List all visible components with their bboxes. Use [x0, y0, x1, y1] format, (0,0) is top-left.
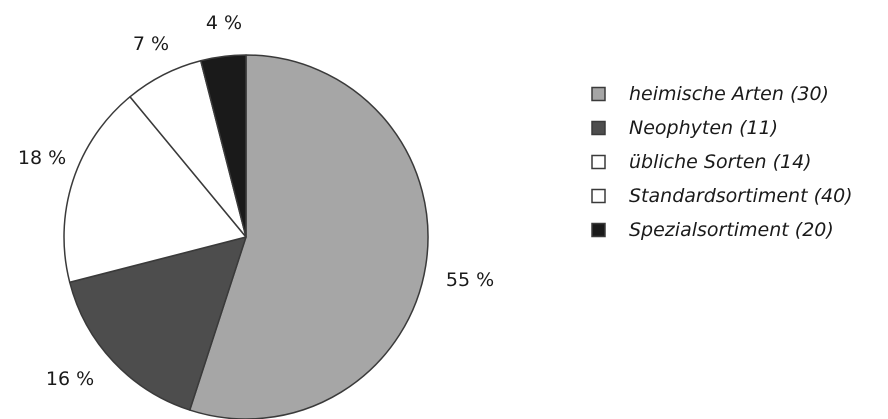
- pie-slice: [68, 236, 247, 411]
- legend-swatch: [591, 86, 606, 102]
- slice-percent-label: 7 %: [133, 33, 169, 55]
- slice-percent-label: 18 %: [18, 147, 66, 169]
- pie-slice: [63, 96, 247, 284]
- slice-percent-label: 16 %: [46, 368, 94, 390]
- legend-label: Neophyten (11): [629, 117, 778, 139]
- legend-swatch: [591, 222, 606, 238]
- slice-percent-label: 55 %: [446, 269, 494, 291]
- legend-label: Spezialsortiment (20): [629, 219, 834, 241]
- legend-label: Standardsortiment (40): [629, 185, 853, 207]
- slice-percent-label: 4 %: [206, 12, 242, 34]
- legend-swatch: [591, 154, 606, 170]
- pie-slice: [189, 54, 429, 419]
- legend: heimische Arten (30) Neophyten (11) üblich…: [591, 83, 853, 241]
- pie-slice: [199, 54, 247, 238]
- pie-slices: [63, 54, 429, 419]
- pie-labels: 55 % 16 % 18 % 7 % 4 %: [18, 12, 494, 390]
- legend-label: heimische Arten (30): [629, 83, 829, 105]
- legend-swatch: [591, 120, 606, 136]
- legend-label: übliche Sorten (14): [629, 151, 812, 173]
- legend-swatch: [591, 188, 606, 204]
